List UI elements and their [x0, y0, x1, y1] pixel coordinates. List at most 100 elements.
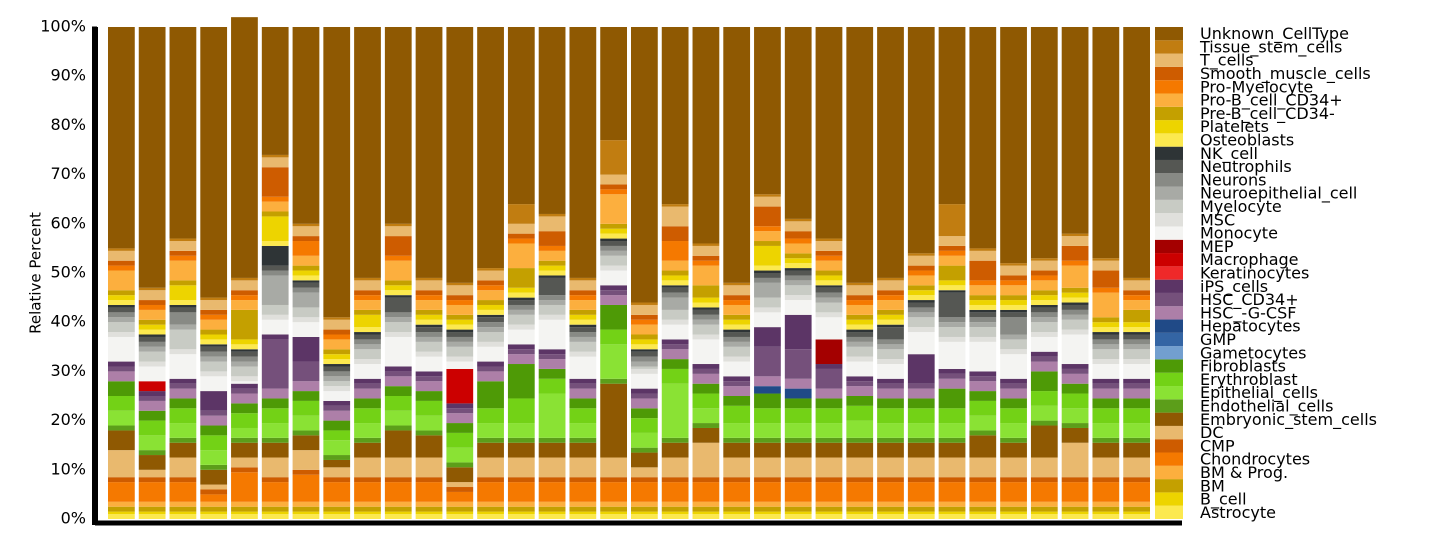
- bar-segment: [415, 314, 443, 320]
- bar-segment: [1000, 383, 1027, 389]
- bar-segment: [384, 376, 412, 387]
- bar-segment: [784, 511, 812, 515]
- bar-segment: [661, 501, 689, 507]
- bar-segment: [538, 393, 566, 438]
- bar-segment: [415, 300, 443, 310]
- bar-segment: [507, 27, 535, 205]
- bar-segment: [877, 327, 904, 340]
- bar-segment: [692, 324, 720, 335]
- bar-segment: [108, 482, 135, 502]
- bar-segment: [323, 391, 351, 401]
- bar-segment: [231, 437, 258, 443]
- bar-segment: [569, 314, 597, 320]
- bar-segment: [323, 381, 351, 387]
- bar-segment: [415, 319, 443, 325]
- bar-segment: [815, 238, 843, 242]
- bar-segment: [200, 300, 228, 310]
- bar-segment: [723, 396, 751, 406]
- bar-segment: [1000, 514, 1027, 519]
- bar-segment: [692, 477, 720, 483]
- bar-segment: [1061, 442, 1089, 478]
- bar-segment: [692, 506, 720, 512]
- bar-segment: [938, 437, 966, 443]
- bar-segment: [907, 312, 935, 318]
- bar-segment: [446, 356, 474, 362]
- bar-segment: [877, 398, 904, 409]
- legend-swatch: [1155, 226, 1183, 240]
- bar-segment: [754, 482, 781, 502]
- bar-segment: [661, 477, 689, 483]
- bar-segment: [1030, 457, 1058, 478]
- bar-segment: [692, 297, 720, 303]
- bar-segment: [907, 457, 935, 478]
- bar-segment: [600, 290, 627, 296]
- bar-segment: [477, 371, 504, 382]
- bar-segment: [354, 511, 381, 515]
- bar-segment: [1123, 457, 1150, 478]
- bar-segment: [784, 482, 812, 502]
- bar-segment: [292, 435, 320, 451]
- bar-segment: [1030, 280, 1058, 291]
- bar-segment: [692, 265, 720, 286]
- bar-segment: [569, 511, 597, 515]
- bar-segment: [1123, 334, 1150, 340]
- bar-segment: [384, 511, 412, 515]
- bar-segment: [1000, 349, 1027, 355]
- bar-segment: [969, 435, 997, 458]
- y-tick-label: 20%: [50, 410, 86, 429]
- bar-segment: [692, 307, 720, 310]
- y-tick-label: 30%: [50, 361, 86, 380]
- bar-segment: [784, 477, 812, 483]
- bar-segment: [446, 368, 474, 404]
- bar-segment: [323, 27, 351, 318]
- bar-segment: [1123, 408, 1150, 424]
- legend-label: Pre-B_cell_CD34-: [1200, 104, 1335, 124]
- bar-segment: [323, 317, 351, 320]
- bar-segment: [1000, 437, 1027, 443]
- bar-segment: [938, 378, 966, 389]
- bar-segment: [938, 457, 966, 478]
- bar-segment: [415, 482, 443, 502]
- bar-segment: [1000, 482, 1027, 502]
- bar-segment: [569, 501, 597, 507]
- legend-label: NK_cell: [1200, 144, 1258, 164]
- bar-segment: [1030, 295, 1058, 301]
- bar-segment: [969, 322, 997, 328]
- bar-segment: [938, 204, 966, 237]
- bar-segment: [200, 351, 228, 357]
- bar-segment: [907, 511, 935, 515]
- bar-segment: [723, 381, 751, 387]
- bar-segment: [292, 236, 320, 242]
- bar-segment: [846, 314, 874, 320]
- bar-segment: [200, 489, 228, 495]
- bar-segment: [446, 467, 474, 483]
- bar-segment: [231, 457, 258, 468]
- bar-segment: [507, 329, 535, 345]
- bar-segment: [354, 388, 381, 399]
- bar-segment: [446, 282, 474, 286]
- bar-segment: [231, 366, 258, 377]
- bar-segment: [1030, 290, 1058, 296]
- bar-segment: [846, 336, 874, 342]
- legend-label: Endothelial_cells: [1200, 396, 1333, 416]
- bar-segment: [907, 300, 935, 303]
- bar-segment: [261, 457, 289, 478]
- bar-segment: [200, 346, 228, 352]
- bar-segment: [661, 437, 689, 443]
- bar-segment: [138, 290, 166, 301]
- bar-segment: [354, 457, 381, 478]
- bar-segment: [938, 423, 966, 438]
- legend-label: HSC_CD34+: [1200, 290, 1299, 310]
- bar-segment: [446, 332, 474, 337]
- bar-segment: [784, 457, 812, 478]
- bar-segment: [754, 226, 781, 232]
- bar-segment: [231, 511, 258, 515]
- bar-segment: [784, 218, 812, 222]
- bar-segment: [661, 241, 689, 261]
- bar-segment: [108, 332, 135, 337]
- bar-segment: [815, 501, 843, 507]
- bar-segment: [1061, 368, 1089, 374]
- bar-segment: [1000, 334, 1027, 340]
- bar-segment: [292, 469, 320, 475]
- bar-segment: [907, 270, 935, 276]
